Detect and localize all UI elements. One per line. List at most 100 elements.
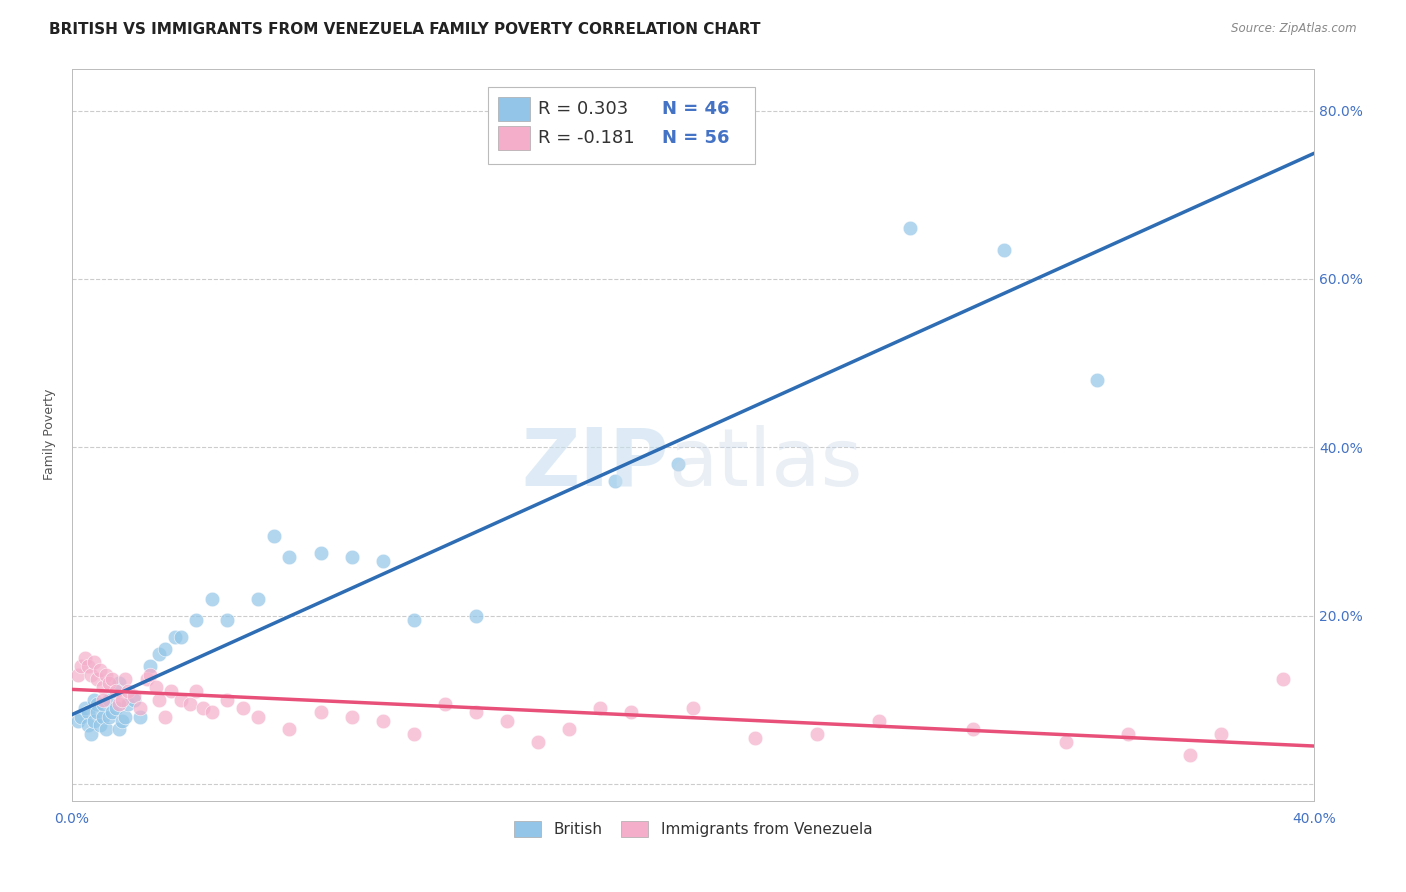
Point [464,608,486,623]
Point [86,672,108,686]
Point [1272,672,1295,686]
FancyBboxPatch shape [498,97,530,120]
Point [73,701,96,715]
Point [186,613,208,627]
Point [91,697,114,711]
Point [558,723,581,737]
Point [666,457,689,471]
Point [900,221,922,235]
Point [1178,747,1201,762]
Point [1116,726,1139,740]
Point [179,697,201,711]
Point [247,591,270,606]
Point [104,701,127,715]
Point [76,706,98,720]
Point [117,684,139,698]
Point [122,689,145,703]
Point [464,706,486,720]
Point [371,554,394,568]
Point [433,697,456,711]
Point [495,714,517,728]
Point [80,726,103,740]
Text: Source: ZipAtlas.com: Source: ZipAtlas.com [1232,22,1357,36]
Point [129,709,152,723]
Point [191,701,214,715]
Y-axis label: Family Poverty: Family Poverty [44,389,56,481]
Text: BRITISH VS IMMIGRANTS FROM VENEZUELA FAMILY POVERTY CORRELATION CHART: BRITISH VS IMMIGRANTS FROM VENEZUELA FAM… [49,22,761,37]
Text: R = 0.303: R = 0.303 [538,100,628,118]
Point [402,726,425,740]
Point [309,706,332,720]
Point [1054,735,1077,749]
Point [98,693,121,707]
Point [309,545,332,559]
Text: R = -0.181: R = -0.181 [538,129,634,147]
Point [278,549,301,564]
Point [91,693,114,707]
Point [186,684,208,698]
Text: N = 46: N = 46 [662,100,730,118]
Point [155,642,177,657]
Point [76,718,98,732]
Point [122,693,145,707]
Point [993,243,1015,257]
Point [1209,726,1232,740]
Point [107,723,129,737]
Point [217,613,239,627]
Point [98,676,121,690]
Point [247,709,270,723]
Point [104,684,127,698]
Point [114,709,136,723]
Point [232,701,254,715]
Point [107,676,129,690]
Point [83,655,105,669]
Point [73,650,96,665]
Point [117,697,139,711]
Point [620,706,643,720]
Point [371,714,394,728]
FancyBboxPatch shape [488,87,755,164]
Point [76,659,98,673]
Point [67,667,90,681]
Point [148,693,170,707]
Point [1085,373,1108,387]
Point [163,630,186,644]
Point [83,714,105,728]
Point [86,706,108,720]
Point [89,664,111,678]
Point [170,693,193,707]
Point [744,731,766,745]
Point [201,706,224,720]
Point [217,693,239,707]
Point [111,714,134,728]
Point [101,672,124,686]
Point [111,693,134,707]
Point [201,591,224,606]
Point [86,697,108,711]
FancyBboxPatch shape [498,127,530,150]
Legend: British, Immigrants from Venezuela: British, Immigrants from Venezuela [506,814,880,845]
Point [101,706,124,720]
Point [589,701,612,715]
Point [278,723,301,737]
Point [160,684,183,698]
Point [148,647,170,661]
Text: atlas: atlas [668,425,863,503]
Point [96,723,118,737]
Point [83,693,105,707]
Point [527,735,550,749]
Point [402,613,425,627]
Text: N = 56: N = 56 [662,129,730,147]
Point [80,667,103,681]
Point [89,718,111,732]
Point [155,709,177,723]
Point [96,667,118,681]
Point [138,667,160,681]
Point [340,549,363,564]
Point [67,714,90,728]
Point [868,714,890,728]
Point [806,726,828,740]
Point [91,680,114,694]
Text: ZIP: ZIP [522,425,668,503]
Point [682,701,704,715]
